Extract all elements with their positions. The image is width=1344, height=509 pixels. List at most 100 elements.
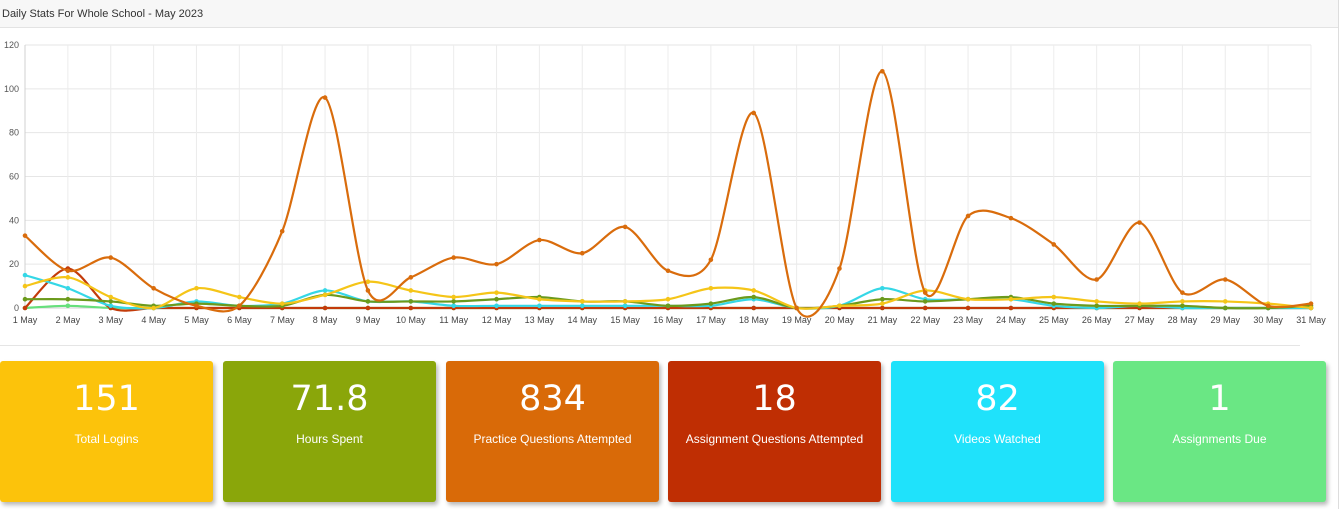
y-tick-label: 100	[4, 84, 19, 94]
data-point-total-logins	[880, 301, 885, 306]
data-point-practice-questions-attempted	[1308, 301, 1314, 306]
data-point-total-logins	[751, 288, 757, 293]
data-point-assignment-questions-attempted	[22, 305, 28, 311]
data-point-total-logins	[279, 301, 285, 306]
data-point-videos-watched	[322, 288, 328, 293]
stat-label: Practice Questions Attempted	[473, 432, 632, 446]
data-point-total-logins	[1094, 299, 1099, 304]
data-point-practice-questions-attempted	[65, 268, 71, 274]
data-point-practice-questions-attempted	[1222, 277, 1228, 282]
x-tick-label: 26 May	[1082, 315, 1112, 325]
data-point-practice-questions-attempted	[1094, 277, 1099, 282]
data-point-hours-spent	[1094, 303, 1099, 309]
data-point-total-logins	[65, 275, 71, 280]
data-point-practice-questions-attempted	[1180, 290, 1185, 295]
data-point-total-logins	[1137, 301, 1142, 306]
stat-card-assignments-due[interactable]: 1 Assignments Due	[1113, 361, 1326, 502]
stat-value: 834	[519, 379, 586, 419]
stat-card-hours-spent[interactable]: 71.8 Hours Spent	[223, 361, 436, 502]
data-point-total-logins	[408, 288, 414, 293]
data-point-practice-questions-attempted	[708, 257, 714, 263]
data-point-practice-questions-attempted	[408, 275, 414, 280]
data-point-total-logins	[837, 303, 842, 309]
x-tick-label: 21 May	[868, 315, 898, 325]
panel-header: Daily Stats For Whole School - May 2023	[0, 0, 1338, 28]
data-point-videos-watched	[622, 303, 628, 309]
data-point-total-logins	[451, 294, 456, 300]
stat-value: 1	[1208, 379, 1231, 419]
page-title: Daily Stats For Whole School - May 2023	[2, 8, 204, 20]
x-tick-label: 6 May	[227, 315, 252, 325]
data-point-total-logins	[237, 294, 242, 300]
x-tick-label: 10 May	[396, 315, 426, 325]
data-point-practice-questions-attempted	[622, 224, 628, 230]
data-point-practice-questions-attempted	[194, 303, 199, 309]
data-point-practice-questions-attempted	[279, 228, 285, 234]
data-point-hours-spent	[1222, 305, 1228, 311]
x-tick-label: 16 May	[653, 315, 683, 325]
stat-card-videos-watched[interactable]: 82 Videos Watched	[891, 361, 1104, 502]
data-point-videos-watched	[494, 303, 499, 309]
data-point-practice-questions-attempted	[579, 250, 585, 256]
data-point-practice-questions-attempted	[1051, 242, 1057, 247]
x-tick-label: 1 May	[13, 315, 38, 325]
data-point-assignment-questions-attempted	[365, 305, 371, 311]
x-tick-label: 9 May	[356, 315, 381, 325]
data-point-total-logins	[665, 296, 671, 302]
x-tick-label: 29 May	[1211, 315, 1241, 325]
data-point-total-logins	[365, 279, 371, 284]
panel-border	[1338, 0, 1339, 509]
data-point-practice-questions-attempted	[537, 237, 542, 243]
data-point-hours-spent	[494, 296, 499, 302]
data-point-videos-watched	[451, 303, 456, 309]
data-point-practice-questions-attempted	[322, 95, 328, 100]
data-point-hours-spent	[708, 301, 714, 306]
data-point-hours-spent	[880, 296, 885, 302]
data-point-hours-spent	[1051, 301, 1057, 306]
data-point-assignment-questions-attempted	[965, 305, 971, 311]
data-point-videos-watched	[579, 303, 585, 309]
data-point-practice-questions-attempted	[108, 255, 114, 260]
y-tick-label: 20	[9, 259, 19, 269]
data-point-assignment-questions-attempted	[1008, 305, 1014, 311]
data-point-assignment-questions-attempted	[922, 305, 928, 311]
x-tick-label: 7 May	[270, 315, 295, 325]
stat-value: 18	[752, 379, 797, 419]
data-point-practice-questions-attempted	[837, 266, 842, 271]
x-tick-label: 27 May	[1125, 315, 1155, 325]
data-point-assignment-questions-attempted	[322, 305, 328, 311]
y-tick-label: 60	[9, 172, 19, 182]
data-point-practice-questions-attempted	[237, 303, 242, 309]
x-tick-label: 14 May	[568, 315, 598, 325]
data-point-total-logins	[108, 294, 114, 300]
data-point-hours-spent	[922, 299, 928, 304]
stat-card-assignment-questions[interactable]: 18 Assignment Questions Attempted	[668, 361, 881, 502]
x-tick-label: 24 May	[996, 315, 1026, 325]
data-point-videos-watched	[22, 272, 28, 278]
stat-card-practice-questions[interactable]: 834 Practice Questions Attempted	[446, 361, 659, 502]
data-point-hours-spent	[665, 303, 671, 309]
data-point-total-logins	[708, 285, 714, 291]
data-point-hours-spent	[108, 299, 114, 304]
x-tick-label: 22 May	[910, 315, 940, 325]
y-tick-label: 120	[4, 40, 19, 50]
x-tick-label: 4 May	[141, 315, 166, 325]
data-point-total-logins	[579, 299, 585, 304]
x-tick-label: 12 May	[482, 315, 512, 325]
data-point-practice-questions-attempted	[880, 69, 885, 74]
data-point-total-logins	[494, 290, 499, 295]
data-point-practice-questions-attempted	[922, 290, 928, 295]
data-point-practice-questions-attempted	[1137, 220, 1142, 225]
data-point-total-logins	[537, 296, 542, 302]
data-point-hours-spent	[451, 299, 456, 304]
data-point-practice-questions-attempted	[751, 110, 757, 116]
data-point-practice-questions-attempted	[1265, 303, 1271, 309]
x-tick-label: 15 May	[610, 315, 640, 325]
stat-label: Assignment Questions Attempted	[685, 432, 864, 446]
stat-label: Assignments Due	[1172, 432, 1267, 446]
stat-card-total-logins[interactable]: 151 Total Logins	[0, 361, 213, 502]
data-point-hours-spent	[1180, 303, 1185, 309]
data-point-practice-questions-attempted	[1008, 215, 1014, 221]
x-tick-label: 31 May	[1296, 315, 1326, 325]
divider	[0, 345, 1300, 346]
